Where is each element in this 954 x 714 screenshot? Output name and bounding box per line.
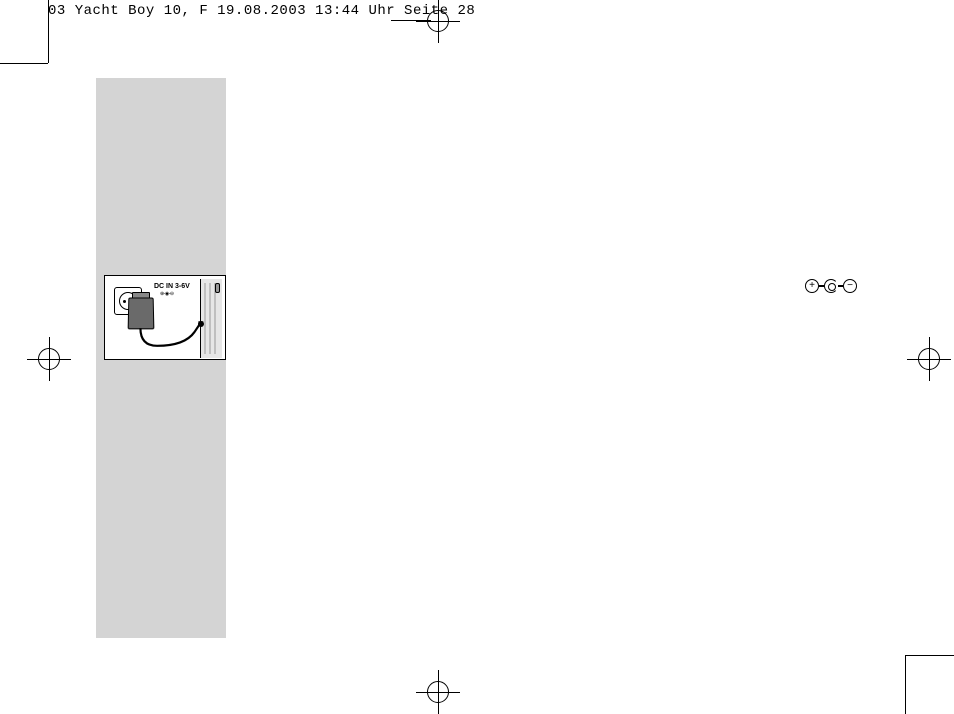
registration-mark-bottom <box>416 670 460 714</box>
page-header-meta: 03 Yacht Boy 10, F 19.08.2003 13:44 Uhr … <box>48 3 475 19</box>
adapter-cable <box>108 279 222 357</box>
crop-mark-top-left-h <box>0 63 48 64</box>
polarity-center-icon <box>824 279 838 293</box>
registration-mark-top <box>416 0 460 43</box>
registration-mark-right <box>907 337 951 381</box>
polarity-plus-icon: + <box>805 279 819 293</box>
polarity-minus-icon: − <box>843 279 857 293</box>
polarity-symbol: + − <box>805 279 857 293</box>
figure-power-adapter: DC IN 3-6V ⊕-◉-⊖ <box>104 275 226 360</box>
registration-mark-left <box>27 337 71 381</box>
crop-mark-bottom-right-h <box>906 655 954 656</box>
crop-mark-bottom-right-v <box>905 655 906 714</box>
